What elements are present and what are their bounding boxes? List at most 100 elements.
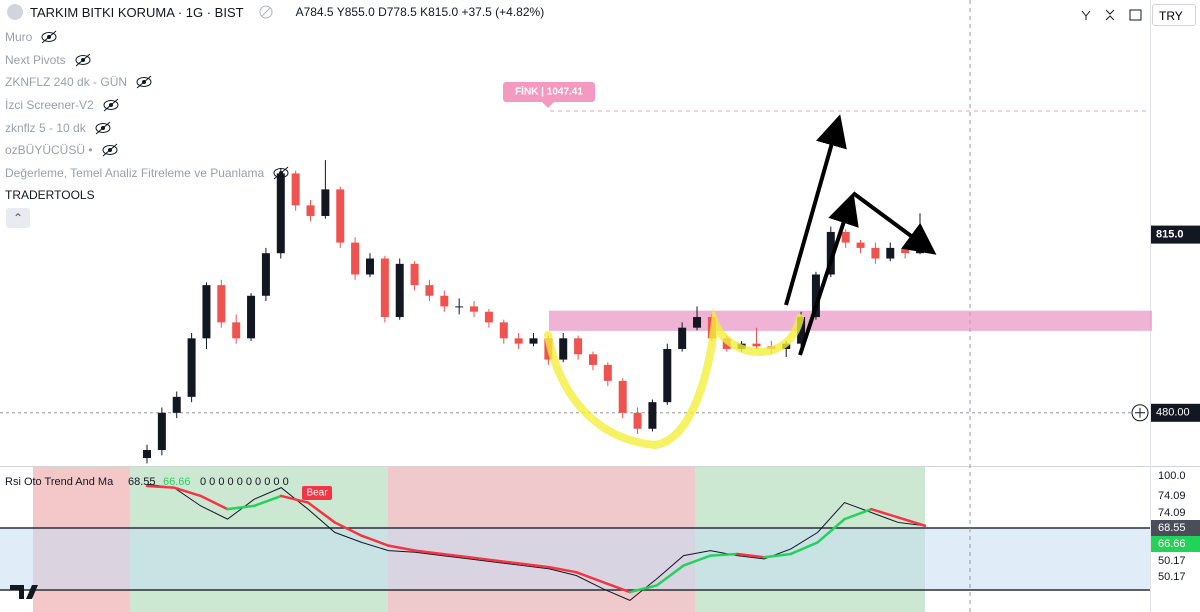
rsi-ma-segment — [467, 556, 498, 562]
rsi-ma-segment — [172, 486, 202, 498]
candle-body — [574, 338, 583, 355]
hidden-icon[interactable] — [135, 75, 153, 89]
arrow — [851, 191, 937, 255]
currency-button[interactable]: TRY — [1152, 4, 1196, 26]
candle-body — [484, 311, 493, 323]
hidden-icon[interactable] — [101, 143, 119, 157]
rsi-ma-segment — [682, 554, 712, 567]
candle-body — [380, 258, 389, 318]
candle-body — [514, 338, 523, 344]
collapse-button[interactable]: ⌃ — [6, 208, 30, 228]
hidden-icon[interactable] — [40, 30, 58, 44]
candle-body — [202, 285, 211, 339]
candle-body — [678, 327, 687, 349]
rsi-ma-segment — [735, 552, 766, 559]
signal-box — [302, 486, 332, 500]
indicator[interactable]: Değerleme, Temel Analiz Fitreleme ve Pua… — [0, 162, 290, 185]
candle-body — [901, 247, 910, 254]
indicator-legend: Muro Next Pivots ZKNFLZ 240 dk - GÜN İzci S… — [0, 26, 290, 207]
candle-body — [336, 189, 345, 243]
rsi-ma-segment — [628, 584, 658, 594]
candle-body — [811, 274, 820, 318]
rsi-ma-segment — [655, 564, 685, 587]
rsi-ma-segment — [360, 534, 390, 547]
candle-body — [693, 317, 702, 328]
button[interactable] — [1105, 9, 1115, 21]
hidden-icon[interactable] — [94, 121, 112, 135]
rsi-value: 68.55 — [128, 476, 156, 488]
rsi-zeros: 0 0 0 0 0 0 0 0 0 0 — [200, 476, 289, 488]
indicator[interactable]: zknflz 5 - 10 dk — [0, 116, 290, 139]
indicator-name: Değerleme, Temel Analiz Fitreleme ve Pua… — [5, 165, 265, 180]
candle-body — [856, 242, 865, 248]
indicator-name: TRADERTOOLS — [5, 188, 95, 203]
rsi-ma-segment — [601, 580, 632, 594]
candle-body — [529, 338, 538, 344]
indicator-name: Next Pivots — [5, 52, 66, 67]
cup-highlight — [544, 307, 804, 450]
rsi-axis-label: 74.09 — [1158, 490, 1186, 502]
candle-body — [232, 322, 241, 339]
signal-label: Bear — [306, 488, 328, 499]
candle-body — [559, 338, 568, 360]
rsi-line — [146, 483, 926, 601]
candle-body — [187, 338, 196, 397]
arrow — [798, 192, 859, 356]
rsi-axis-label: 50.17 — [1158, 571, 1186, 583]
indicator[interactable]: Muro — [0, 26, 290, 49]
rsi-ma-segment — [226, 504, 256, 511]
candle-body — [425, 285, 434, 296]
rsi-axis-label: 50.17 — [1158, 555, 1186, 567]
button[interactable] — [1129, 9, 1142, 21]
indicator-name: zknflz 5 - 10 dk — [5, 120, 86, 135]
candle-body — [157, 412, 166, 451]
candle-body — [395, 263, 404, 318]
rsi-ma-segment — [816, 517, 846, 544]
rsi-ma-segment — [306, 501, 337, 524]
rsi-ma-segment — [333, 521, 363, 537]
candle-body — [603, 364, 612, 381]
rsi-ma-segment — [494, 559, 524, 566]
rsi-ma-segment — [199, 494, 229, 511]
candle-body — [440, 295, 449, 307]
indicator-name: ZKNFLZ 240 dk - GÜN — [5, 75, 128, 90]
indicator[interactable]: Next Pivots — [0, 49, 290, 72]
rsi-ma-segment — [145, 484, 176, 489]
rsi-ma-segment — [440, 552, 471, 559]
arrow — [784, 114, 847, 306]
rsi-ma-segment — [414, 549, 444, 556]
alert-pointer — [542, 101, 554, 108]
candle-body — [276, 173, 285, 254]
hidden-icon[interactable] — [102, 98, 120, 112]
last-price-box — [1151, 225, 1200, 244]
indicator[interactable]: İzci Screener-V2 — [0, 94, 290, 117]
rsi-ma-segment — [843, 507, 873, 521]
rsi-ma-segment — [789, 541, 819, 556]
indicator-name: ozBÜYÜCÜSÜ • — [5, 143, 93, 158]
hidden-icon[interactable] — [272, 166, 290, 180]
symbol[interactable]: TARKIM BITKI KORUMA · 1G · BIST — [30, 4, 244, 20]
hide-icon[interactable] — [258, 4, 274, 20]
rsi-ma-segment — [762, 552, 793, 559]
rsi-axis-box — [1151, 520, 1200, 536]
rsi-axis-label: 68.55 — [1158, 522, 1186, 534]
hidden-icon[interactable] — [74, 53, 92, 67]
alert-box — [503, 81, 595, 102]
rsi-ma-segment — [896, 516, 927, 528]
rsi-axis-label: 100.0 — [1158, 470, 1186, 482]
resistance-zone — [549, 310, 1152, 331]
candle-body — [826, 231, 835, 275]
candle-body — [217, 285, 226, 323]
candle-body — [618, 380, 627, 413]
toolbar — [1081, 9, 1142, 21]
candle-body — [499, 322, 508, 339]
level-box — [1151, 403, 1200, 422]
button[interactable] — [1081, 10, 1091, 20]
header: TARKIM BITKI KORUMA · 1G · BIST A784.5 Y… — [0, 3, 544, 21]
rsi-ma-segment — [870, 507, 900, 519]
indicator[interactable]: ozBÜYÜCÜSÜ • — [0, 139, 290, 162]
candle-body — [365, 258, 374, 275]
indicator[interactable]: TRADERTOOLS — [0, 184, 290, 207]
logo — [10, 585, 38, 599]
indicator[interactable]: ZKNFLZ 240 dk - GÜN — [0, 71, 290, 94]
